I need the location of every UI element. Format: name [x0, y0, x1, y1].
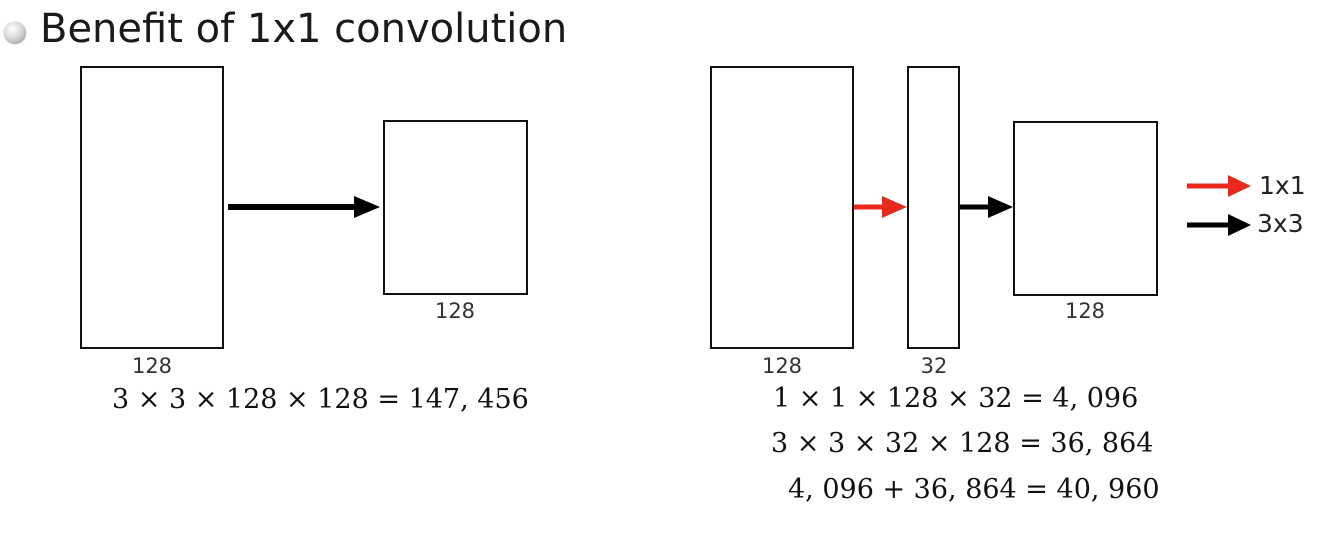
right-equation-2: 3 × 3 × 32 × 128 = 36, 864: [771, 428, 1154, 459]
left-equation: 3 × 3 × 128 × 128 = 147, 456: [112, 384, 529, 415]
slide-title: Benefit of 1x1 convolution: [40, 6, 568, 52]
left-3x3-arrow: [228, 196, 380, 218]
right-output-block: [1013, 121, 1158, 296]
left-output-block: [383, 120, 528, 295]
legend-black-arrow-icon: [1187, 214, 1251, 236]
right-input-label: 128: [761, 354, 803, 378]
right-equation-1: 1 × 1 × 128 × 32 = 4, 096: [773, 383, 1139, 414]
right-output-label: 128: [1064, 299, 1106, 323]
red-1x1-arrow: [854, 196, 907, 218]
left-input-label: 128: [131, 354, 173, 378]
left-output-label: 128: [434, 299, 476, 323]
right-input-block: [710, 66, 854, 349]
right-equation-3: 4, 096 + 36, 864 = 40, 960: [788, 474, 1160, 505]
left-input-block: [80, 66, 224, 349]
legend-label-1x1: 1x1: [1259, 171, 1306, 200]
bottleneck-block: [907, 66, 960, 349]
legend-red-arrow-icon: [1187, 175, 1251, 197]
legend-label-3x3: 3x3: [1257, 209, 1304, 238]
black-3x3-arrow: [960, 196, 1013, 218]
bottleneck-label: 32: [920, 354, 948, 378]
bullet-icon: [4, 22, 26, 44]
